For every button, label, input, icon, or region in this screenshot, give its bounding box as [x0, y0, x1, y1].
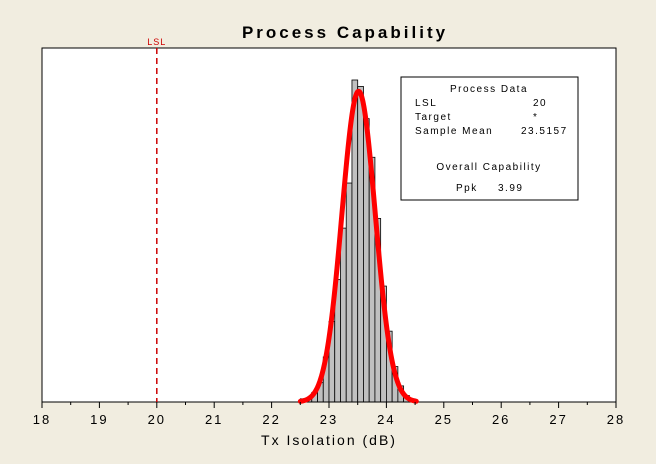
process-data-mean-value: 23.5157: [521, 126, 568, 137]
process-data-lsl-label: LSL: [415, 98, 437, 109]
overall-capability-header: Overall Capability: [436, 162, 541, 173]
x-tick-label-26: 26: [492, 412, 510, 427]
x-tick-label-19: 19: [90, 412, 108, 427]
x-tick-label-24: 24: [377, 412, 395, 427]
x-tick-label-23: 23: [320, 412, 338, 427]
x-tick-label-25: 25: [435, 412, 453, 427]
x-axis-label: Tx Isolation (dB): [261, 432, 397, 448]
histogram-bar-10: [357, 86, 364, 403]
x-tick-label-22: 22: [262, 412, 280, 427]
histogram-bar-7: [340, 227, 347, 403]
x-axis-ticks: 18 19 20 21 22 23 24 25 26 27 28: [33, 402, 625, 427]
normal-fit-curve: [297, 88, 419, 404]
x-tick-label-20: 20: [148, 412, 166, 427]
reference-lines: LSL: [147, 37, 166, 402]
process-data-mean-label: Sample Mean: [415, 126, 493, 137]
process-data-target-value: *: [533, 112, 538, 123]
process-data-header: Process Data: [450, 84, 528, 95]
histogram-bar-9: [351, 79, 359, 403]
ppk-label: Ppk: [456, 183, 478, 194]
x-tick-label-28: 28: [607, 412, 625, 427]
ppk-value: 3.99: [498, 183, 523, 194]
lsl-label: LSL: [147, 37, 166, 47]
process-data-target-label: Target: [415, 112, 452, 123]
x-tick-label-27: 27: [549, 412, 567, 427]
histogram-bar-8: [345, 182, 353, 403]
x-tick-label-21: 21: [205, 412, 223, 427]
process-data-box-frame: [400, 76, 579, 201]
process-data-lsl-value: 20: [533, 98, 547, 109]
process-data-box: Process Data LSL 20 Target * Sample Mean…: [400, 76, 579, 201]
chart-title: Process Capability: [242, 23, 448, 42]
x-tick-label-18: 18: [33, 412, 51, 427]
